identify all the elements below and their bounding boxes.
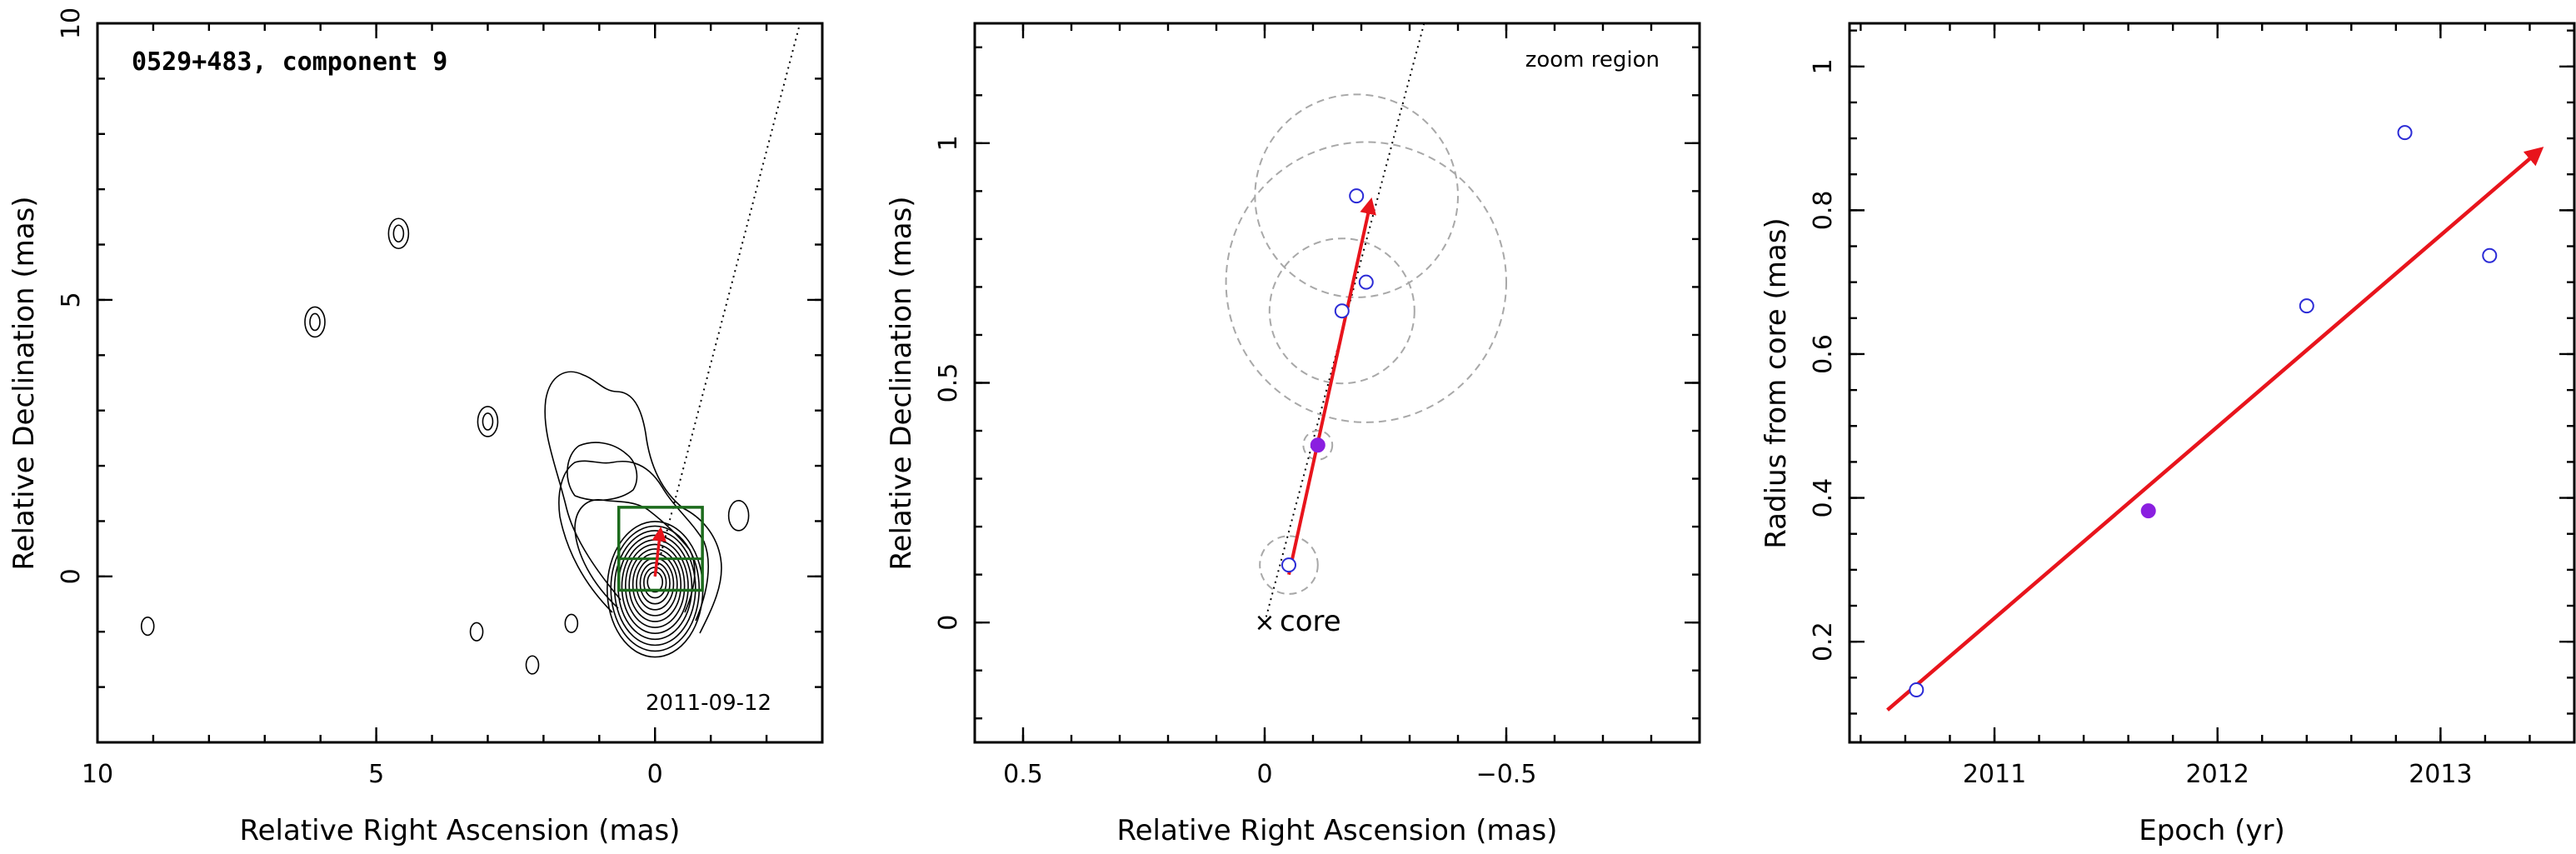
size-circle xyxy=(1268,237,1415,385)
jet-direction-line xyxy=(654,22,801,577)
p2-xtick-label: 0.5 xyxy=(1003,760,1043,789)
p2-ytick-label: 1 xyxy=(934,135,963,151)
p3-xtick-label: 2012 xyxy=(2186,760,2249,789)
core-contour xyxy=(639,562,671,605)
p1-xtick-label: 0 xyxy=(647,760,663,789)
component-arrow xyxy=(651,526,666,577)
p3-ytick-label: 1 xyxy=(1809,58,1838,74)
island-contour xyxy=(140,616,155,637)
p1-ytick-label: 10 xyxy=(57,7,86,39)
island-contour xyxy=(525,655,540,675)
data-point-open xyxy=(1349,188,1365,204)
data-point-open xyxy=(1281,557,1296,573)
panel-contour-map: 10 5 0 0 5 10 0529+483, component 9 2011-09-1… xyxy=(7,7,824,847)
p3-y-axis-label: Radius from core (mas) xyxy=(1760,217,1793,548)
p1-axes-frame xyxy=(96,22,824,744)
p1-ytick-label: 5 xyxy=(57,292,86,307)
data-point-open xyxy=(2397,125,2413,141)
zoom-box xyxy=(617,506,704,592)
data-point-filled xyxy=(2140,503,2156,519)
p2-xtick-label: 0 xyxy=(1256,760,1272,789)
p2-core-label: core xyxy=(1280,605,1341,638)
p3-ytick-label: 0.6 xyxy=(1809,334,1838,374)
p1-title: 0529+483, component 9 xyxy=(132,47,447,77)
size-circle xyxy=(1225,141,1508,423)
size-circle xyxy=(1259,535,1319,595)
p3-xtick-label: 2013 xyxy=(2409,760,2472,789)
island-contour xyxy=(304,306,326,338)
p3-plot-area xyxy=(1886,125,2544,712)
jet-contour xyxy=(567,442,638,502)
data-point-open xyxy=(1358,274,1374,290)
p1-xtick-label: 5 xyxy=(368,760,384,789)
core-contour xyxy=(625,543,686,628)
panel-radius-vs-epoch: 2011 2012 2013 0.2 0.4 0.6 0.8 1 Epoch (yr) Rad… xyxy=(1760,22,2576,847)
p1-ytick-label: 0 xyxy=(57,568,86,584)
data-point-open xyxy=(1334,303,1350,319)
jet-contour xyxy=(544,371,722,634)
p3-xtick-label: 2011 xyxy=(1963,760,2026,789)
island-contour-inner xyxy=(392,224,405,243)
island-contour xyxy=(477,406,499,437)
jet-contour xyxy=(574,499,696,613)
jet-contour xyxy=(558,460,709,622)
p1-ticks: 10 5 0 0 5 10 xyxy=(57,7,824,789)
p3-ytick-label: 0.4 xyxy=(1809,478,1838,518)
p2-plot-area: × xyxy=(1225,22,1508,637)
p3-ticks: 2011 2012 2013 0.2 0.4 0.6 0.8 1 xyxy=(1809,23,2576,789)
p1-xtick-label: 10 xyxy=(82,760,113,789)
island-contour xyxy=(469,622,484,642)
p2-ytick-label: 0.5 xyxy=(934,363,963,403)
p3-ytick-label: 0.2 xyxy=(1809,622,1838,662)
p2-y-axis-label: Relative Declination (mas) xyxy=(885,196,918,570)
p2-ticks: 0.5 0 −0.5 0 0.5 1 xyxy=(934,23,1701,789)
core-marker: × xyxy=(1254,608,1275,637)
island-contour-inner xyxy=(482,412,494,431)
island-contour xyxy=(727,500,750,532)
data-point-filled xyxy=(1310,437,1325,453)
p2-xtick-label: −0.5 xyxy=(1476,760,1537,789)
p1-x-axis-label: Relative Right Ascension (mas) xyxy=(240,814,681,847)
p3-x-axis-label: Epoch (yr) xyxy=(2139,814,2285,847)
island-contour xyxy=(564,613,579,633)
size-circle xyxy=(1254,93,1459,298)
motion-arrow xyxy=(1287,197,1376,576)
p3-ytick-label: 0.8 xyxy=(1809,191,1838,231)
p2-x-axis-label: Relative Right Ascension (mas) xyxy=(1117,814,1558,847)
data-point-open xyxy=(1909,682,1925,698)
p2-zoom-annotation: zoom region xyxy=(1525,47,1660,72)
p1-epoch-label: 2011-09-12 xyxy=(646,691,771,716)
p1-plot-area xyxy=(140,22,801,675)
p1-y-axis-label: Relative Declination (mas) xyxy=(7,196,41,570)
data-point-open xyxy=(2482,247,2498,263)
fit-arrow xyxy=(1886,147,2544,712)
p3-axes-frame xyxy=(1848,22,2576,744)
panel-zoom-region: × 0.5 0 −0.5 0 0.5 1 zoom region core Relativ… xyxy=(885,22,1701,847)
island-contour xyxy=(387,217,410,250)
island-contour-inner xyxy=(309,312,321,332)
p2-ytick-label: 0 xyxy=(934,615,963,631)
data-point-open xyxy=(2299,298,2314,314)
core-contour xyxy=(628,548,682,622)
core-contour xyxy=(632,552,678,617)
size-circle xyxy=(1302,429,1334,461)
